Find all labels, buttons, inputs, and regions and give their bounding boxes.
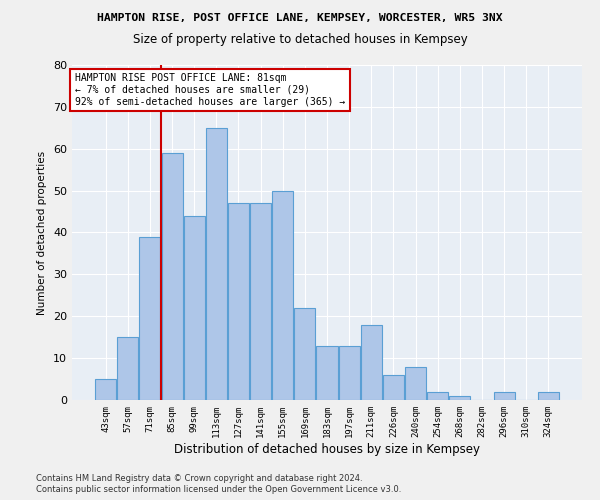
Bar — [228, 203, 249, 400]
Bar — [139, 236, 160, 400]
Bar — [494, 392, 515, 400]
Bar — [383, 375, 404, 400]
Bar — [538, 392, 559, 400]
Bar — [338, 346, 359, 400]
Text: Distribution of detached houses by size in Kempsey: Distribution of detached houses by size … — [174, 442, 480, 456]
Bar — [361, 324, 382, 400]
Text: Contains HM Land Registry data © Crown copyright and database right 2024.: Contains HM Land Registry data © Crown c… — [36, 474, 362, 483]
Bar — [405, 366, 426, 400]
Bar — [206, 128, 227, 400]
Text: Size of property relative to detached houses in Kempsey: Size of property relative to detached ho… — [133, 32, 467, 46]
Y-axis label: Number of detached properties: Number of detached properties — [37, 150, 47, 314]
Text: HAMPTON RISE POST OFFICE LANE: 81sqm
← 7% of detached houses are smaller (29)
92: HAMPTON RISE POST OFFICE LANE: 81sqm ← 7… — [74, 74, 345, 106]
Bar — [118, 337, 139, 400]
Text: HAMPTON RISE, POST OFFICE LANE, KEMPSEY, WORCESTER, WR5 3NX: HAMPTON RISE, POST OFFICE LANE, KEMPSEY,… — [97, 12, 503, 22]
Bar — [161, 153, 182, 400]
Bar — [95, 379, 116, 400]
Bar — [272, 190, 293, 400]
Text: Contains public sector information licensed under the Open Government Licence v3: Contains public sector information licen… — [36, 485, 401, 494]
Bar — [316, 346, 338, 400]
Bar — [427, 392, 448, 400]
Bar — [295, 308, 316, 400]
Bar — [184, 216, 205, 400]
Bar — [449, 396, 470, 400]
Bar — [250, 203, 271, 400]
